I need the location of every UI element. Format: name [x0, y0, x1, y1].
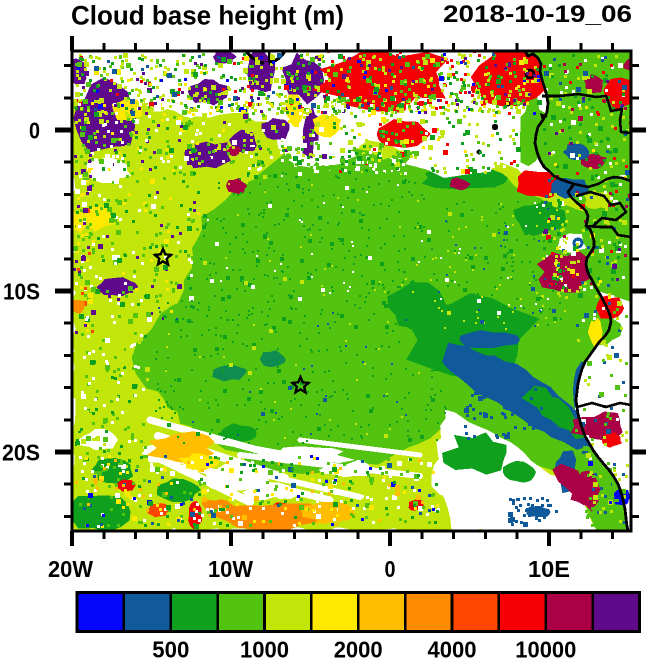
svg-text:10W: 10W [208, 556, 253, 582]
svg-text:500: 500 [152, 637, 189, 663]
svg-text:2018-10-19_06: 2018-10-19_06 [443, 1, 632, 28]
svg-text:4000: 4000 [428, 637, 477, 663]
svg-text:10S: 10S [3, 279, 40, 305]
svg-text:1000: 1000 [240, 637, 289, 663]
svg-text:0: 0 [29, 118, 40, 144]
svg-text:20W: 20W [48, 556, 93, 582]
svg-text:20S: 20S [2, 440, 40, 466]
svg-text:0: 0 [385, 556, 396, 582]
svg-text:10000: 10000 [515, 637, 576, 663]
svg-text:Cloud base height (m): Cloud base height (m) [71, 1, 344, 31]
svg-text:2000: 2000 [334, 637, 383, 663]
svg-text:10E: 10E [528, 556, 570, 582]
